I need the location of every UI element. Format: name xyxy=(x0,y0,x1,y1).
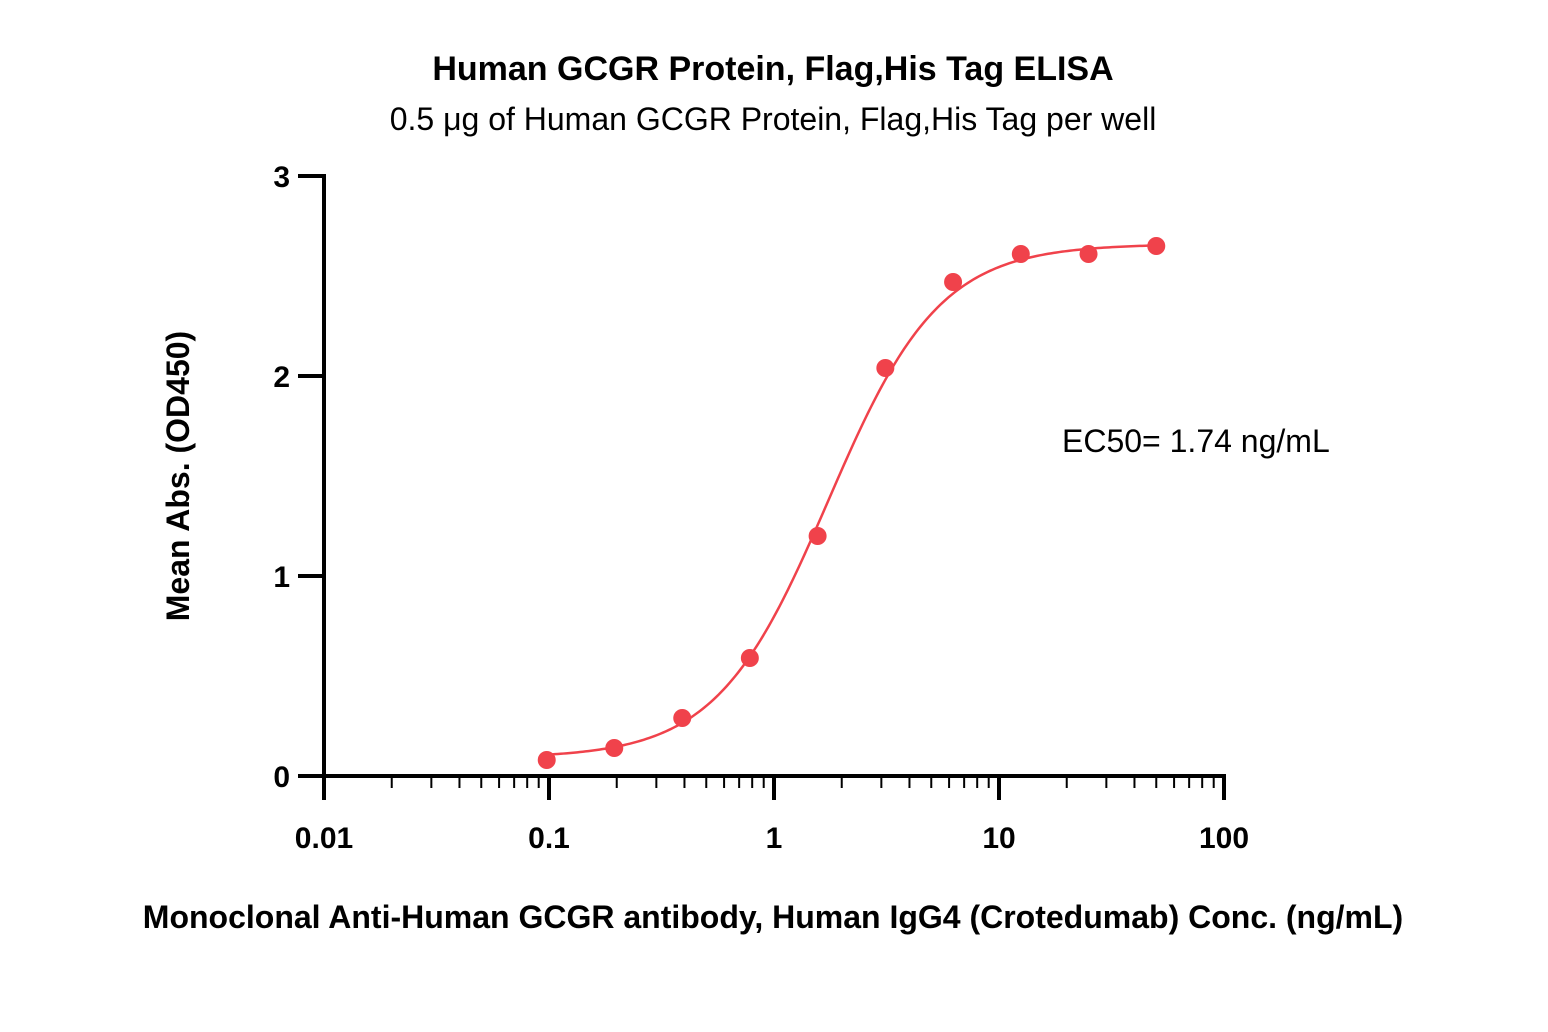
chart-subtitle: 0.5 μg of Human GCGR Protein, Flag,His T… xyxy=(390,101,1157,137)
y-tick-label: 0 xyxy=(273,761,290,794)
plot-area: 0.01 0.1 1 10 100 0 1 2 3 xyxy=(273,161,1249,855)
data-point xyxy=(808,527,827,545)
data-point xyxy=(944,273,963,291)
y-tick-label: 2 xyxy=(273,361,290,394)
x-tick-label: 10 xyxy=(982,822,1015,855)
x-tick-label: 1 xyxy=(766,822,783,855)
fit-curve xyxy=(546,244,1157,756)
data-point xyxy=(876,359,895,377)
x-axis-label: Monoclonal Anti-Human GCGR antibody, Hum… xyxy=(143,899,1403,935)
y-tick-label: 1 xyxy=(273,561,290,594)
data-point xyxy=(537,751,556,769)
data-point xyxy=(1011,245,1030,263)
ec50-annotation: EC50= 1.74 ng/mL xyxy=(1062,423,1330,459)
x-tick-label: 0.01 xyxy=(295,822,353,855)
data-point xyxy=(605,739,624,757)
y-tick-label: 3 xyxy=(273,161,290,194)
x-tick-label: 0.1 xyxy=(528,822,570,855)
data-point xyxy=(1147,237,1166,255)
chart-title: Human GCGR Protein, Flag,His Tag ELISA xyxy=(432,50,1113,88)
x-tick-label: 100 xyxy=(1199,822,1249,855)
data-point xyxy=(673,709,692,727)
y-axis-label: Mean Abs. (OD450) xyxy=(160,331,196,621)
data-point xyxy=(1079,245,1098,263)
data-point xyxy=(740,649,759,667)
